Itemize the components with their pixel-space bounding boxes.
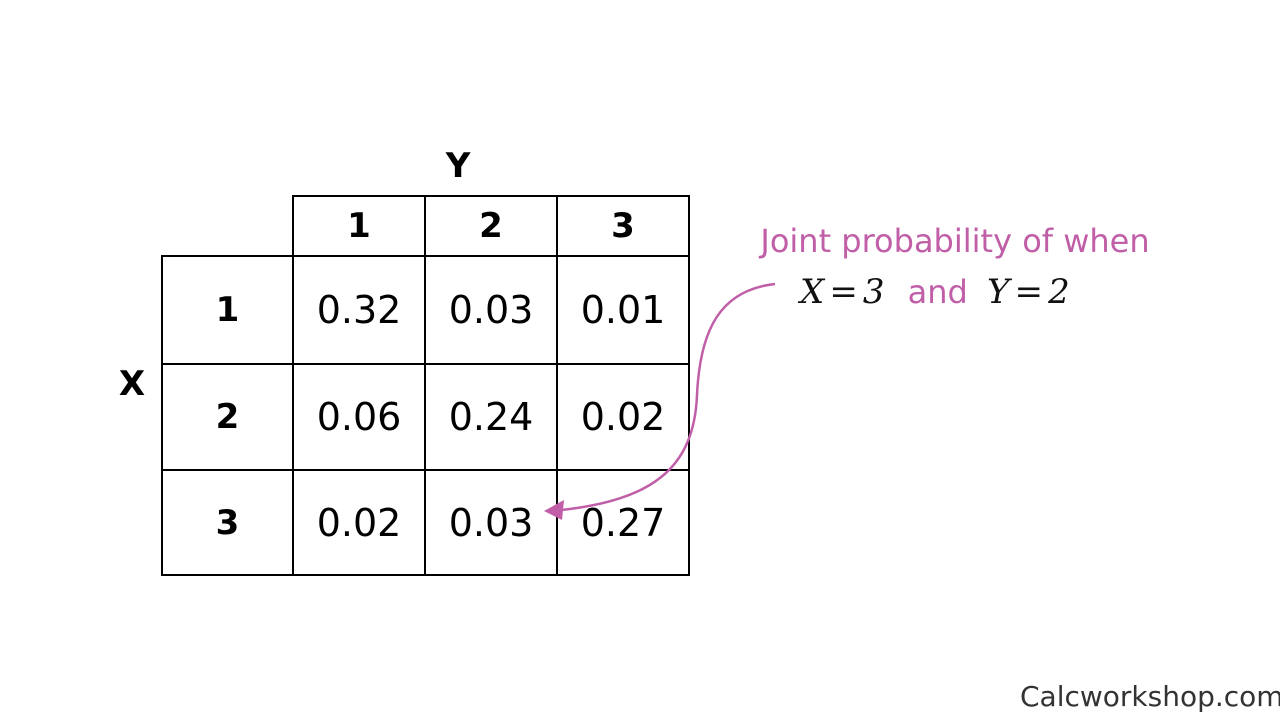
callout-arrow-line [561, 282, 776, 512]
callout-text: Joint probability of when [760, 222, 1150, 260]
math-y-val: 2 [1048, 272, 1070, 312]
math-equals: = [1014, 272, 1043, 312]
table-cell: 0.02 [556, 363, 690, 471]
table-cell: 0.27 [556, 469, 690, 576]
highlighted-cell: 0.03 [424, 469, 558, 576]
watermark: Calcworkshop.com [1020, 680, 1280, 713]
math-x-var: X [800, 272, 825, 312]
math-y-var: Y [986, 272, 1010, 312]
arrow-head-icon [544, 500, 564, 520]
callout-equation: X = 3 and Y = 2 [800, 272, 1100, 312]
callout-and: and [907, 273, 968, 311]
math-x-val: 3 [862, 272, 885, 312]
x-axis-label: X [118, 364, 146, 404]
math-equals: = [829, 272, 858, 312]
y-axis-label: Y [445, 146, 471, 186]
